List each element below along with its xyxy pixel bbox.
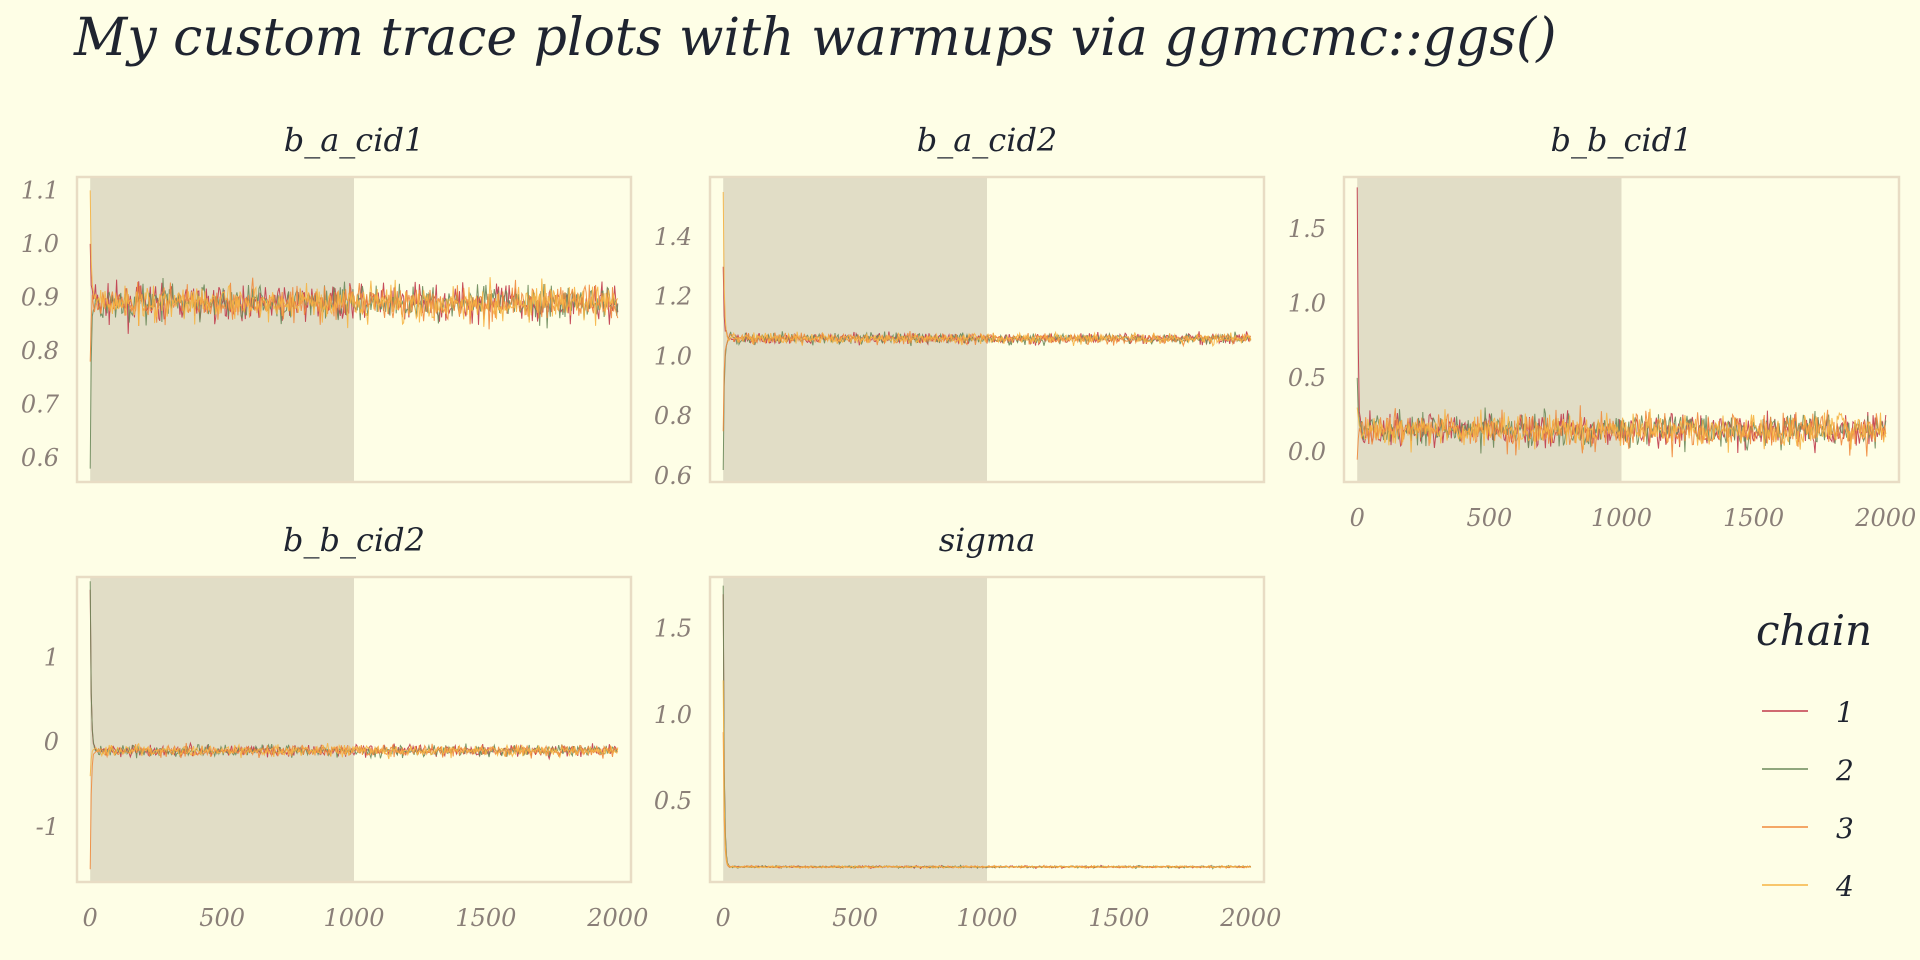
facet-panel-b_a_cid2: b_a_cid2 0.6 0.8 1.0 1.2 1.4	[654, 121, 1266, 490]
trace-line-chain-4	[722, 191, 1252, 347]
facet-title: b_a_cid1	[284, 121, 425, 159]
y-tick-label: 0.7	[21, 390, 60, 418]
y-tick-label: 0.6	[21, 444, 59, 472]
y-tick-label: 0.5	[1288, 364, 1326, 392]
trace-line-chain-4	[89, 190, 619, 329]
legend-label: 2	[1835, 754, 1854, 787]
x-tick-label: 1000	[323, 904, 384, 932]
x-tick-label: 500	[199, 904, 245, 932]
facet-panel-b_a_cid1: b_a_cid1 0.6 0.7 0.8 0.9 1.0 1.1	[21, 121, 633, 484]
trace-line-chain-4	[89, 742, 619, 777]
y-tick-label: 1.5	[654, 615, 692, 643]
warmup-region	[723, 177, 987, 482]
x-tick-label: 0	[1350, 504, 1365, 532]
panel-border	[708, 175, 1266, 484]
x-tick-label: 0	[716, 904, 731, 932]
x-tick-label: 2000	[1219, 904, 1281, 932]
facet-panel-b_b_cid1: b_b_cid1 0.0 0.5 1.0 1.5 0 500 1000 1500 2000	[1288, 121, 1916, 532]
legend-label: 3	[1836, 812, 1854, 845]
legend-label: 4	[1835, 870, 1854, 903]
legend-title: chain	[1756, 606, 1872, 655]
y-tick-label: 1.0	[1288, 289, 1326, 317]
y-tick-label: -1	[36, 813, 59, 841]
x-tick-label: 1000	[956, 904, 1017, 932]
y-tick-label: 0.0	[1288, 438, 1326, 466]
legend: chain 1 2 3 4	[1756, 606, 1872, 903]
y-tick-label: 0.6	[654, 462, 692, 490]
panel-border	[75, 575, 633, 884]
trace-line-chain-4	[1356, 407, 1887, 453]
y-tick-label: 1.4	[654, 223, 692, 251]
x-tick-label: 500	[832, 904, 878, 932]
panel-border	[708, 575, 1266, 884]
trace-line-chain-4	[722, 680, 1251, 870]
x-tick-label: 1500	[1088, 904, 1149, 932]
panel-border	[75, 175, 633, 484]
y-tick-label: 0.5	[654, 787, 692, 815]
warmup-region	[90, 177, 354, 482]
y-tick-label: 0.8	[654, 402, 692, 430]
x-tick-label: 1000	[1591, 504, 1652, 532]
x-tick-label: 0	[83, 904, 98, 932]
y-tick-label: 0	[44, 728, 59, 756]
facet-title: b_b_cid2	[283, 521, 425, 559]
x-tick-label: 1500	[455, 904, 516, 932]
x-tick-label: 500	[1466, 504, 1512, 532]
x-tick-label: 2000	[1854, 504, 1916, 532]
facet-title: b_a_cid2	[917, 121, 1058, 159]
y-tick-label: 1.5	[1288, 215, 1326, 243]
y-tick-label: 1.1	[21, 176, 59, 204]
facet-panel-b_b_cid2: b_b_cid2 -1 0 1 0 500 1000 1500 2000	[36, 521, 649, 932]
warmup-region	[90, 577, 354, 882]
chart-title: My custom trace plots with warmups via g…	[74, 8, 1557, 68]
warmup-region	[723, 577, 987, 882]
y-tick-label: 1	[44, 643, 59, 671]
y-tick-label: 1.0	[654, 342, 692, 370]
legend-label: 1	[1836, 696, 1854, 729]
x-tick-label: 1500	[1723, 504, 1784, 532]
x-tick-label: 2000	[586, 904, 648, 932]
y-tick-label: 1.0	[654, 701, 692, 729]
facet-title: sigma	[939, 521, 1036, 559]
facet-panel-sigma: sigma 0.5 1.0 1.5 0 500 1000 1500 2000	[654, 521, 1282, 932]
y-tick-label: 0.9	[21, 283, 59, 311]
facet-title: b_b_cid1	[1551, 121, 1693, 159]
y-tick-label: 1.2	[654, 283, 692, 311]
y-tick-label: 1.0	[21, 230, 59, 258]
panel-border	[1342, 175, 1901, 484]
y-tick-label: 0.8	[21, 337, 59, 365]
